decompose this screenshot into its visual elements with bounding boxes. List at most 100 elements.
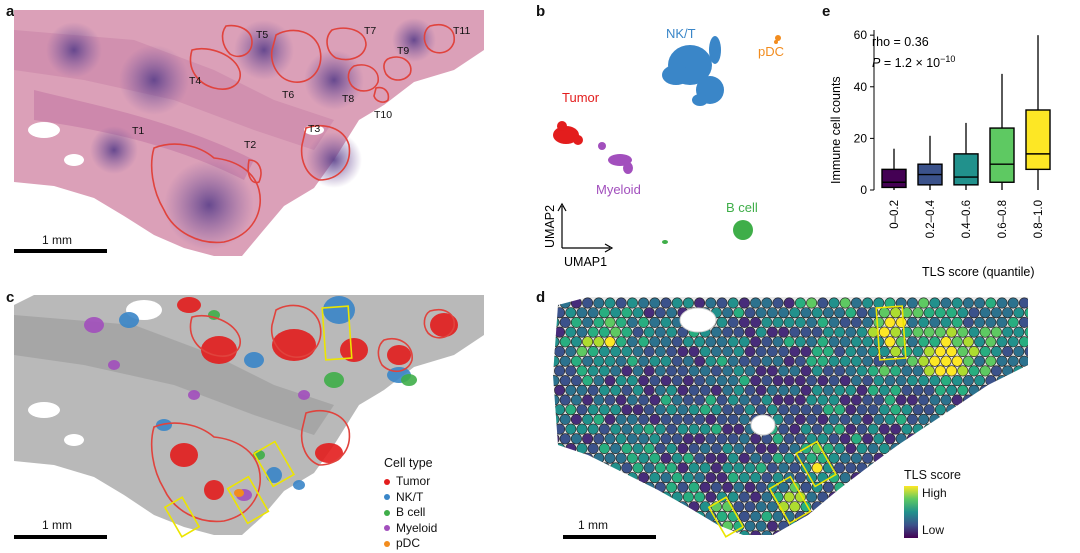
tls-spot (744, 501, 756, 513)
region-label-t8: T8 (342, 93, 354, 105)
tls-spot (738, 375, 750, 387)
tls-spot (884, 336, 896, 348)
tls-spot (890, 423, 902, 435)
tls-spot (744, 345, 756, 357)
x-tick-labels: 0–0.2 0.2–0.4 0.4–0.6 0.6–0.8 0.8–1.0 (889, 199, 1045, 238)
tls-spot (761, 355, 773, 367)
tls-spot (666, 404, 678, 416)
cluster-tumor-points (553, 121, 583, 145)
tls-spot (744, 520, 756, 532)
tls-spot (750, 433, 762, 445)
tls-spot (862, 413, 874, 425)
tls-spot (750, 336, 762, 348)
tls-spot (576, 384, 588, 396)
tls-spot (822, 326, 834, 338)
tls-spot (789, 501, 801, 513)
tls-spot (632, 462, 644, 474)
tls-spot (878, 345, 890, 357)
tls-spot (940, 297, 952, 309)
tls-spot (554, 365, 566, 377)
tls-spot (985, 297, 997, 309)
tls-spot (621, 365, 633, 377)
tls-spot (666, 481, 678, 493)
tls-spot (604, 355, 616, 367)
tls-spot (990, 326, 1002, 338)
tls-spot (873, 297, 885, 309)
tls-spot (828, 394, 840, 406)
tls-spot (677, 462, 689, 474)
tls-spot (604, 433, 616, 445)
tls-spot (856, 423, 868, 435)
tls-spot (587, 307, 599, 319)
tls-spot (688, 423, 700, 435)
tls-spot (990, 365, 1002, 377)
tls-spot (554, 384, 566, 396)
tls-spot (766, 443, 778, 455)
tls-spot (565, 307, 577, 319)
tls-spot (912, 404, 924, 416)
tls-spot (649, 433, 661, 445)
tls-spot (778, 326, 790, 338)
box-2 (953, 153, 979, 186)
tls-spot (727, 433, 739, 445)
tls-spot (593, 375, 605, 387)
tls-spot (862, 433, 874, 445)
tls-spot (716, 510, 728, 522)
region-outline-t5 (221, 24, 253, 58)
tls-spot (733, 423, 745, 435)
tls-spot (705, 433, 717, 445)
tls-spot (582, 355, 594, 367)
tls-spot (766, 326, 778, 338)
tls-spot (716, 297, 728, 309)
region-label-t9: T9 (397, 45, 409, 57)
x-tick-label-4: 0.8–1.0 (1033, 200, 1045, 238)
tls-spot (666, 365, 678, 377)
tls-spot (671, 413, 683, 425)
legend-c-title: Cell type (384, 456, 433, 470)
tls-spot (946, 384, 958, 396)
tls-spot (565, 326, 577, 338)
tls-spot (1002, 307, 1014, 319)
tls-spot (985, 336, 997, 348)
tls-spot (884, 433, 896, 445)
tls-spot (744, 443, 756, 455)
tls-spot (570, 336, 582, 348)
tls-spot (979, 307, 991, 319)
tls-spot (912, 307, 924, 319)
tls-spot (666, 384, 678, 396)
tls-spot (610, 345, 622, 357)
tls-spot (688, 365, 700, 377)
tls-spot (817, 394, 829, 406)
panel-label-d: d (536, 289, 546, 306)
legend-c: Tumor NK/T B cell Myeloid pDC (384, 474, 437, 552)
tls-spot (822, 384, 834, 396)
tls-spot (587, 443, 599, 455)
tls-spot (654, 404, 666, 416)
tls-spot (968, 307, 980, 319)
tls-spot (632, 307, 644, 319)
tls-spot (593, 297, 605, 309)
tls-spot (559, 336, 571, 348)
tls-spot (957, 345, 969, 357)
tls-spot (794, 433, 806, 445)
tls-spot (626, 297, 638, 309)
tls-spot (643, 462, 655, 474)
panel-a-he-image: T1 T2 T3 T4 T5 T6 T7 T8 T9 T10 T11 (14, 10, 484, 256)
tls-spot (582, 413, 594, 425)
tls-spot (682, 472, 694, 484)
tls-spot (918, 375, 930, 387)
tls-spot (738, 491, 750, 503)
tls-spot (682, 452, 694, 464)
tls-spot (834, 307, 846, 319)
tls-spot (918, 336, 930, 348)
tls-spot (716, 452, 728, 464)
tls-spot (621, 443, 633, 455)
y-axis: 0 20 40 60 (854, 28, 875, 197)
tls-spot (957, 326, 969, 338)
region-outline-t8 (347, 64, 379, 92)
tls-spot (750, 472, 762, 484)
tls-spot (878, 365, 890, 377)
tls-spot (1007, 297, 1019, 309)
tls-spot (794, 297, 806, 309)
tls-spot (789, 462, 801, 474)
